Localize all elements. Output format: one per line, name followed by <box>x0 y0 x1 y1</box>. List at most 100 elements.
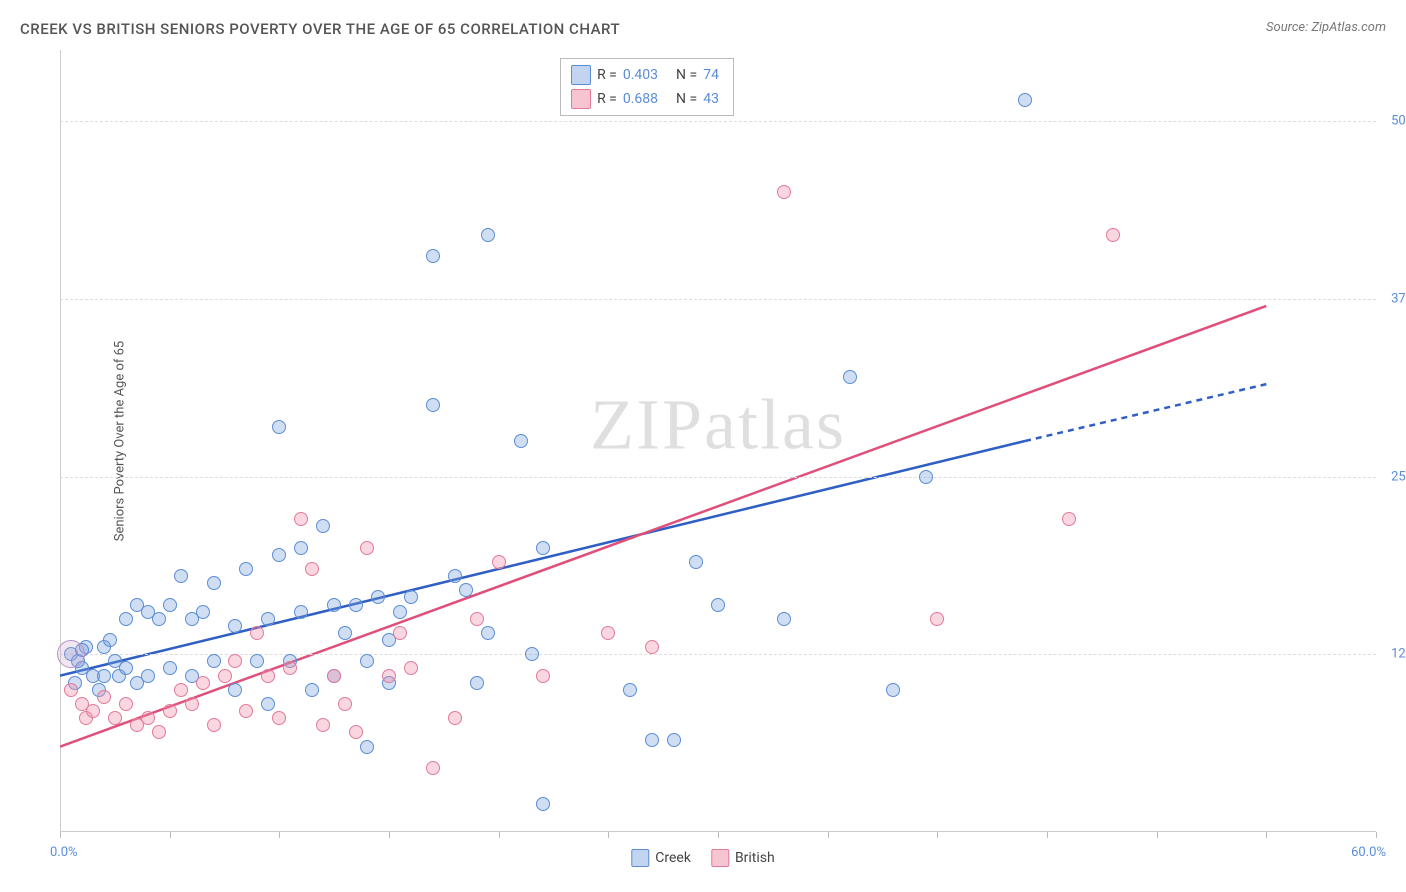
scatter-point <box>86 669 100 683</box>
scatter-point <box>185 697 199 711</box>
legend-r-value: 0.688 <box>623 91 658 107</box>
scatter-point <box>426 761 440 775</box>
scatter-point <box>1106 228 1120 242</box>
scatter-point <box>426 249 440 263</box>
scatter-point <box>207 576 221 590</box>
scatter-point <box>250 626 264 640</box>
scatter-point <box>185 612 199 626</box>
scatter-point <box>119 612 133 626</box>
x-tick-mark <box>1376 832 1377 838</box>
x-tick-mark <box>937 832 938 838</box>
scatter-point <box>623 683 637 697</box>
trend-lines-svg <box>60 50 1376 832</box>
scatter-point <box>294 541 308 555</box>
scatter-point <box>645 733 659 747</box>
legend-item-label: British <box>735 850 775 866</box>
scatter-point <box>349 598 363 612</box>
scatter-point <box>305 562 319 576</box>
scatter-point <box>239 704 253 718</box>
scatter-point <box>404 590 418 604</box>
scatter-point <box>382 669 396 683</box>
legend-item-label: Creek <box>655 850 691 866</box>
scatter-point <box>667 733 681 747</box>
scatter-point <box>103 633 117 647</box>
scatter-point <box>228 619 242 633</box>
x-tick-mark <box>60 832 61 838</box>
scatter-point <box>163 661 177 675</box>
scatter-point <box>196 605 210 619</box>
scatter-point <box>97 690 111 704</box>
scatter-point <box>152 725 166 739</box>
legend-r-label: R = <box>597 91 617 107</box>
scatter-point <box>174 683 188 697</box>
scatter-point <box>470 612 484 626</box>
scatter-point <box>536 797 550 811</box>
scatter-point <box>382 633 396 647</box>
scatter-point <box>459 583 473 597</box>
scatter-point <box>86 704 100 718</box>
scatter-point <box>470 676 484 690</box>
scatter-point <box>108 654 122 668</box>
scatter-point <box>448 569 462 583</box>
scatter-point <box>481 626 495 640</box>
scatter-point <box>130 676 144 690</box>
header: CREEK VS BRITISH SENIORS POVERTY OVER TH… <box>20 20 1386 38</box>
legend-swatch-icon <box>711 849 729 867</box>
scatter-point <box>645 640 659 654</box>
scatter-point <box>261 612 275 626</box>
source-attribution: Source: ZipAtlas.com <box>1266 20 1386 35</box>
legend-n-value: 43 <box>703 91 719 107</box>
scatter-point <box>338 697 352 711</box>
scatter-point <box>404 661 418 675</box>
legend-item[interactable]: Creek <box>631 849 691 867</box>
trend-line <box>60 306 1266 747</box>
chart-container: CREEK VS BRITISH SENIORS POVERTY OVER TH… <box>0 0 1406 892</box>
scatter-point <box>360 740 374 754</box>
series-legend: Creek British <box>631 849 774 867</box>
scatter-point <box>294 512 308 526</box>
gridline <box>60 477 1376 478</box>
scatter-point <box>426 398 440 412</box>
x-tick-mark <box>718 832 719 838</box>
x-tick-mark <box>279 832 280 838</box>
scatter-point <box>360 654 374 668</box>
y-tick-label: 12.5% <box>1391 647 1406 662</box>
gridline <box>60 121 1376 122</box>
scatter-point <box>75 661 89 675</box>
scatter-point <box>64 683 78 697</box>
source-link[interactable]: ZipAtlas.com <box>1311 20 1386 35</box>
legend-item[interactable]: British <box>711 849 775 867</box>
legend-r-value: 0.403 <box>623 67 658 83</box>
chart-title: CREEK VS BRITISH SENIORS POVERTY OVER TH… <box>20 20 620 38</box>
scatter-point <box>283 654 297 668</box>
scatter-point <box>119 661 133 675</box>
scatter-point <box>327 669 341 683</box>
scatter-point <box>448 711 462 725</box>
scatter-point <box>97 669 111 683</box>
scatter-point <box>393 626 407 640</box>
scatter-point <box>97 640 111 654</box>
scatter-point <box>79 711 93 725</box>
gridline <box>60 299 1376 300</box>
legend-row: R = 0.688 N = 43 <box>571 87 719 111</box>
scatter-point <box>349 725 363 739</box>
scatter-point <box>393 605 407 619</box>
scatter-point <box>92 683 106 697</box>
x-tick-mark <box>170 832 171 838</box>
scatter-point <box>305 683 319 697</box>
scatter-point <box>492 555 506 569</box>
legend-row: R =0.403N =74 <box>571 63 719 87</box>
legend-n-label: N = <box>676 91 697 107</box>
scatter-point <box>174 569 188 583</box>
scatter-point <box>228 683 242 697</box>
scatter-point <box>536 669 550 683</box>
scatter-point <box>711 598 725 612</box>
trend-line-dashed <box>1025 384 1266 441</box>
scatter-point <box>185 669 199 683</box>
scatter-point <box>338 626 352 640</box>
scatter-point <box>371 590 385 604</box>
x-tick-mark <box>608 832 609 838</box>
legend-swatch-icon <box>571 65 591 85</box>
scatter-point <box>360 541 374 555</box>
scatter-point <box>108 711 122 725</box>
